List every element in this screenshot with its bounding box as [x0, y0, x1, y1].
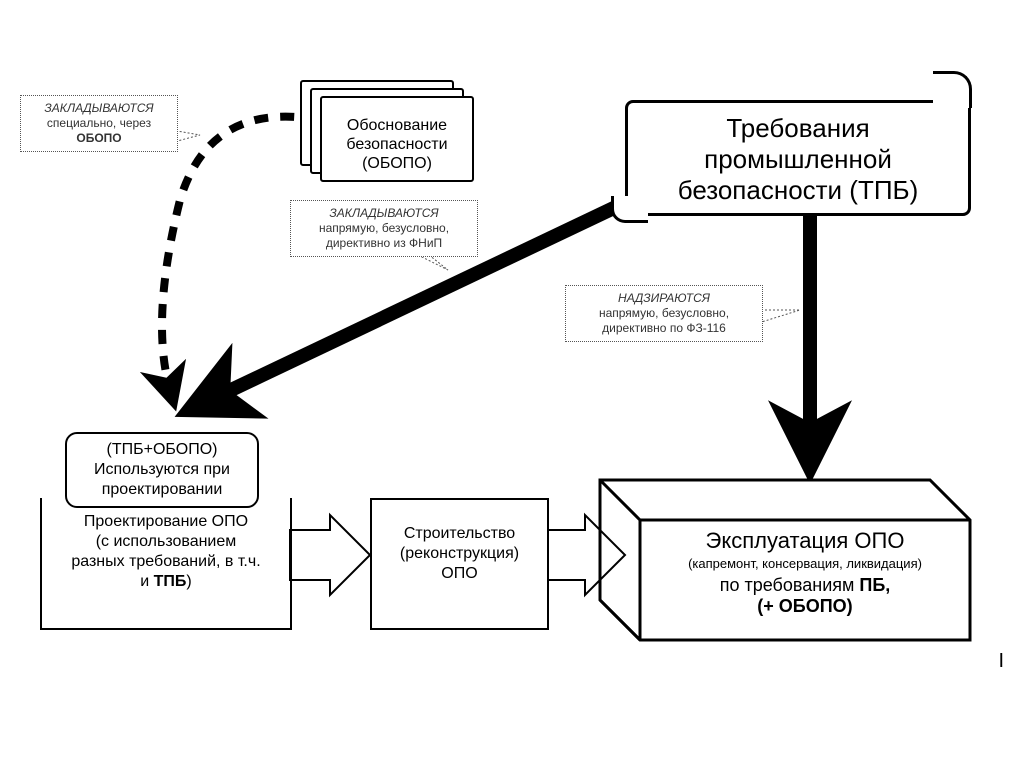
callout-mid-l2: напрямую, безусловно,: [299, 221, 469, 236]
scroll-tpb: Требования промышленной безопасности (ТП…: [625, 100, 971, 216]
scroll-l2: промышленной: [642, 144, 954, 175]
scroll-text: Требования промышленной безопасности (ТП…: [628, 103, 968, 217]
build-l1: Строительство: [382, 524, 537, 544]
callout-right-l2: напрямую, безусловно,: [574, 306, 754, 321]
design-l2: (с использованием: [42, 532, 290, 552]
doc-l3: (ОБОПО): [322, 154, 472, 173]
design-label: Проектирование ОПО (с использованием раз…: [42, 512, 290, 592]
callout-mid: ЗАКЛАДЫВАЮТСЯ напрямую, безусловно, дире…: [290, 200, 478, 257]
design-wrap: Проектирование ОПО (с использованием раз…: [40, 498, 292, 630]
exploit-text: Эксплуатация ОПО (капремонт, консервация…: [650, 528, 960, 617]
callout-mid-l1: ЗАКЛАДЫВАЮТСЯ: [299, 206, 469, 221]
design-l3: разных требований, в т.ч.: [42, 552, 290, 572]
scroll-curl-top: [933, 71, 972, 108]
used-l3: проектировании: [77, 480, 247, 500]
exploit-l3-pre: по требованиям: [720, 575, 860, 595]
doc-l1: Обоснование: [322, 116, 472, 135]
build-box: Строительство (реконструкция) ОПО: [370, 498, 549, 630]
scroll-l3: безопасности (ТПБ): [642, 175, 954, 206]
exploit-l4: (+ ОБОПО): [650, 596, 960, 617]
design-l4-bold: ТПБ: [154, 573, 187, 590]
design-l4-pre: и: [140, 573, 153, 590]
callout-right-l1: НАДЗИРАЮТСЯ: [574, 291, 754, 306]
build-l3: ОПО: [382, 564, 537, 584]
callout-mid-l3: директивно из ФНиП: [299, 236, 469, 251]
exploit-l3-bold: ПБ,: [859, 575, 890, 595]
diagram-canvas: ЗАКЛАДЫВАЮТСЯ специально, через ОБОПО ЗА…: [0, 0, 1024, 767]
footer-mark: I: [998, 650, 1004, 673]
doc-stack-label: Обоснование безопасности (ОБОПО): [322, 116, 472, 174]
build-l2: (реконструкция): [382, 544, 537, 564]
used-l1: (ТПБ+ОБОПО): [77, 440, 247, 460]
callout-tl-l3: ОБОПО: [29, 131, 169, 146]
used-l2: Используются при: [77, 460, 247, 480]
exploit-l3: по требованиям ПБ,: [650, 575, 960, 596]
used-box: (ТПБ+ОБОПО) Используются при проектирова…: [65, 432, 259, 508]
callout-top-left: ЗАКЛАДЫВАЮТСЯ специально, через ОБОПО: [20, 95, 178, 152]
exploit-l1: Эксплуатация ОПО: [650, 528, 960, 554]
design-l4: и ТПБ): [42, 572, 290, 592]
design-l1: Проектирование ОПО: [42, 512, 290, 532]
flow-arrow-1: [290, 515, 370, 595]
scroll-curl-bottom: [611, 196, 648, 223]
exploit-l2: (капремонт, консервация, ликвидация): [650, 556, 960, 571]
callout-right-l3: директивно по ФЗ-116: [574, 321, 754, 336]
callout-right: НАДЗИРАЮТСЯ напрямую, безусловно, директ…: [565, 285, 763, 342]
doc-stack: Обоснование безопасности (ОБОПО): [300, 80, 490, 190]
doc-l2: безопасности: [322, 135, 472, 154]
callout-tl-l2: специально, через: [29, 116, 169, 131]
scroll-l1: Требования: [642, 113, 954, 144]
callout-tl-l1: ЗАКЛАДЫВАЮТСЯ: [29, 101, 169, 116]
